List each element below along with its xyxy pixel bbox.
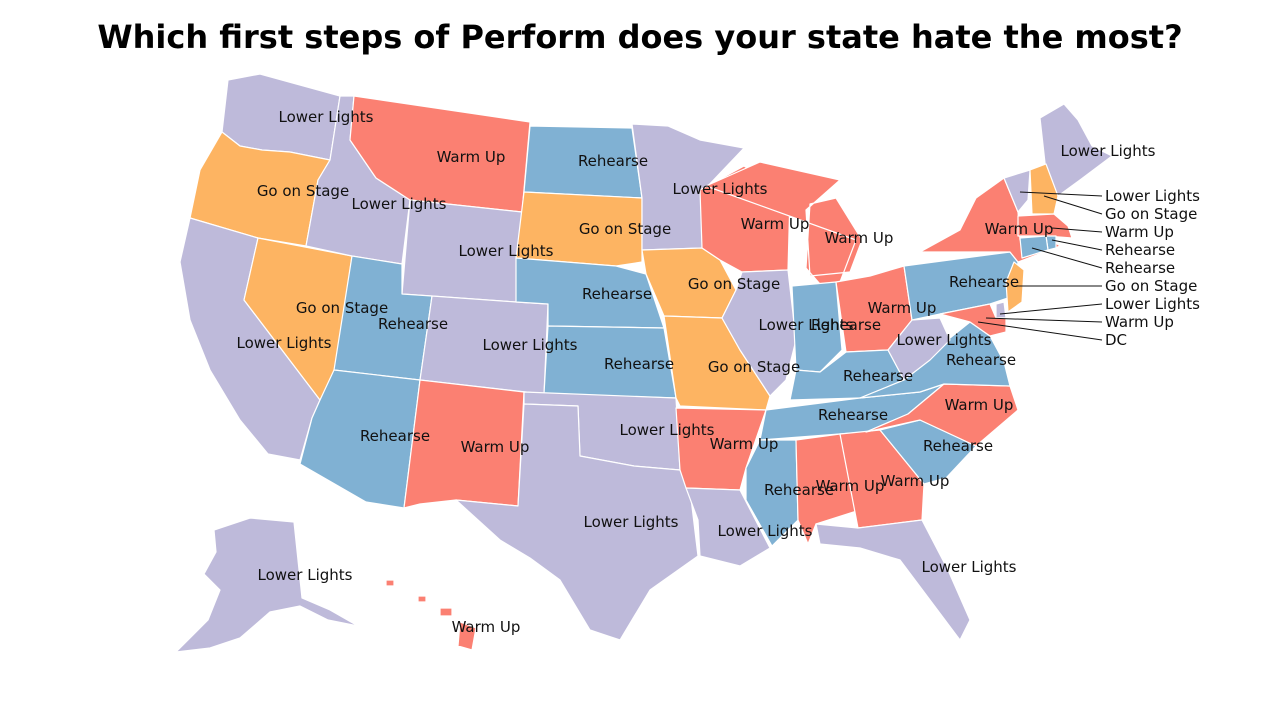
label-oregon: Go on Stage: [257, 182, 349, 200]
state-louisiana: [685, 487, 771, 567]
state-connecticut: [1019, 235, 1049, 259]
callout-label-massachusetts: Warm Up: [1105, 223, 1174, 241]
label-colorado: Lower Lights: [483, 336, 578, 354]
label-iowa: Go on Stage: [688, 275, 780, 293]
state-indiana: [791, 281, 843, 373]
label-hawaii: Warm Up: [452, 618, 521, 636]
label-alabama: Warm Up: [816, 477, 885, 495]
callout-label-rhode-island: Rehearse: [1105, 241, 1175, 259]
label-virginia: Rehearse: [946, 351, 1016, 369]
label-nevada: Go on Stage: [296, 299, 388, 317]
label-louisiana: Lower Lights: [718, 522, 813, 540]
label-california: Lower Lights: [237, 334, 332, 352]
label-south-carolina: Rehearse: [923, 437, 993, 455]
callout-label-dc: DC: [1105, 331, 1127, 349]
state-colorado: [419, 295, 549, 395]
callout-line-massachusetts: [1051, 227, 1103, 233]
callout-line-maryland: [985, 317, 1103, 323]
callout-line-new-hampshire: [1043, 195, 1103, 215]
label-wisconsin: Warm Up: [741, 215, 810, 233]
callout-line-vermont: [1019, 191, 1103, 197]
label-maine: Lower Lights: [1061, 142, 1156, 160]
label-nebraska: Rehearse: [582, 285, 652, 303]
label-west-virginia: Lower Lights: [897, 331, 992, 349]
state-florida: [815, 519, 971, 641]
label-kansas: Rehearse: [604, 355, 674, 373]
callout-line-dc: [977, 321, 1103, 341]
label-georgia: Warm Up: [881, 472, 950, 490]
label-florida: Lower Lights: [922, 558, 1017, 576]
state-alaska: [175, 517, 359, 653]
label-alaska: Lower Lights: [258, 566, 353, 584]
state-vermont: [1003, 169, 1031, 213]
label-south-dakota: Go on Stage: [579, 220, 671, 238]
state-maryland: [939, 303, 1007, 337]
state-new-hampshire: [1029, 163, 1059, 215]
label-missouri: Go on Stage: [708, 358, 800, 376]
label-mississippi: Rehearse: [764, 481, 834, 499]
label-arizona: Rehearse: [360, 427, 430, 445]
callout-label-vermont: Lower Lights: [1105, 187, 1200, 205]
callout-label-new-jersey: Go on Stage: [1105, 277, 1197, 295]
label-oklahoma: Lower Lights: [620, 421, 715, 439]
label-arkansas: Warm Up: [710, 435, 779, 453]
label-indiana: Rehearse: [811, 316, 881, 334]
state-massachusetts: [1017, 213, 1073, 239]
label-ohio: Warm Up: [868, 299, 937, 317]
label-tennessee: Rehearse: [818, 406, 888, 424]
state-texas: [455, 403, 699, 641]
state-delaware: [995, 301, 1007, 319]
state-hawaii: [385, 579, 477, 651]
label-minnesota: Lower Lights: [673, 180, 768, 198]
label-montana: Warm Up: [437, 148, 506, 166]
label-idaho: Lower Lights: [352, 195, 447, 213]
callout-label-maryland: Warm Up: [1105, 313, 1174, 331]
map-title: Which first steps of Perform does your s…: [97, 18, 1183, 56]
state-illinois: [721, 269, 797, 397]
label-north-dakota: Rehearse: [578, 152, 648, 170]
state-north-carolina: [865, 383, 1019, 447]
label-new-york: Warm Up: [985, 220, 1054, 238]
callout-label-new-hampshire: Go on Stage: [1105, 205, 1197, 223]
label-kentucky: Rehearse: [843, 367, 913, 385]
state-shapes: [175, 73, 1113, 653]
label-pennsylvania: Rehearse: [949, 273, 1019, 291]
label-texas: Lower Lights: [584, 513, 679, 531]
label-north-carolina: Warm Up: [945, 396, 1014, 414]
label-michigan: Warm Up: [825, 229, 894, 247]
callout-line-delaware: [999, 303, 1103, 315]
callout-label-connecticut: Rehearse: [1105, 259, 1175, 277]
state-south-dakota: [515, 191, 643, 267]
state-new-jersey: [1005, 261, 1025, 313]
label-wyoming: Lower Lights: [459, 242, 554, 260]
callout-line-rhode-island: [1051, 239, 1103, 251]
callout-label-delaware: Lower Lights: [1105, 295, 1200, 313]
label-washington: Lower Lights: [279, 108, 374, 126]
callout-line-connecticut: [1031, 247, 1103, 269]
label-new-mexico: Warm Up: [461, 438, 530, 456]
label-utah: Rehearse: [378, 315, 448, 333]
label-illinois: Lower Lights: [759, 316, 854, 334]
